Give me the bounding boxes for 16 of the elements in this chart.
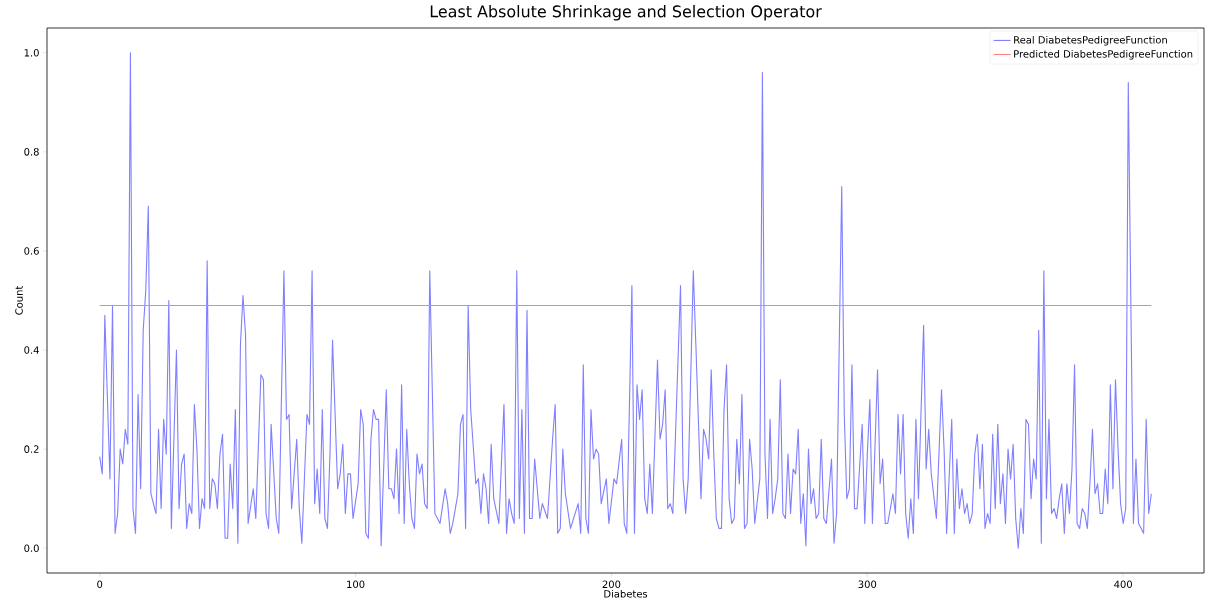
x-tick-label: 0 [97,580,103,589]
x-tick-label: 100 [347,580,365,589]
legend-label: Real DiabetesPedigreeFunction [1014,35,1167,46]
x-tick-label: 400 [1114,580,1133,589]
x-tick-label: 200 [602,580,621,589]
x-axis-title: Diabetes [604,589,648,598]
y-tick-label: 0.4 [24,346,39,354]
x-tick-label: 300 [858,580,877,589]
y-tick-label: 1.0 [24,48,39,57]
y-axis-title: Count [15,285,23,315]
legend-label: Predicted DiabetesPedigreeFunction [1014,49,1193,60]
y-tick-label: 0.0 [24,544,39,552]
y-tick-label: 0.2 [24,445,39,453]
y-tick-label: 0.8 [24,148,39,156]
y-tick-label: 0.6 [24,247,39,255]
chart-title: Least Absolute Shrinkage and Selection Operator [430,5,822,21]
